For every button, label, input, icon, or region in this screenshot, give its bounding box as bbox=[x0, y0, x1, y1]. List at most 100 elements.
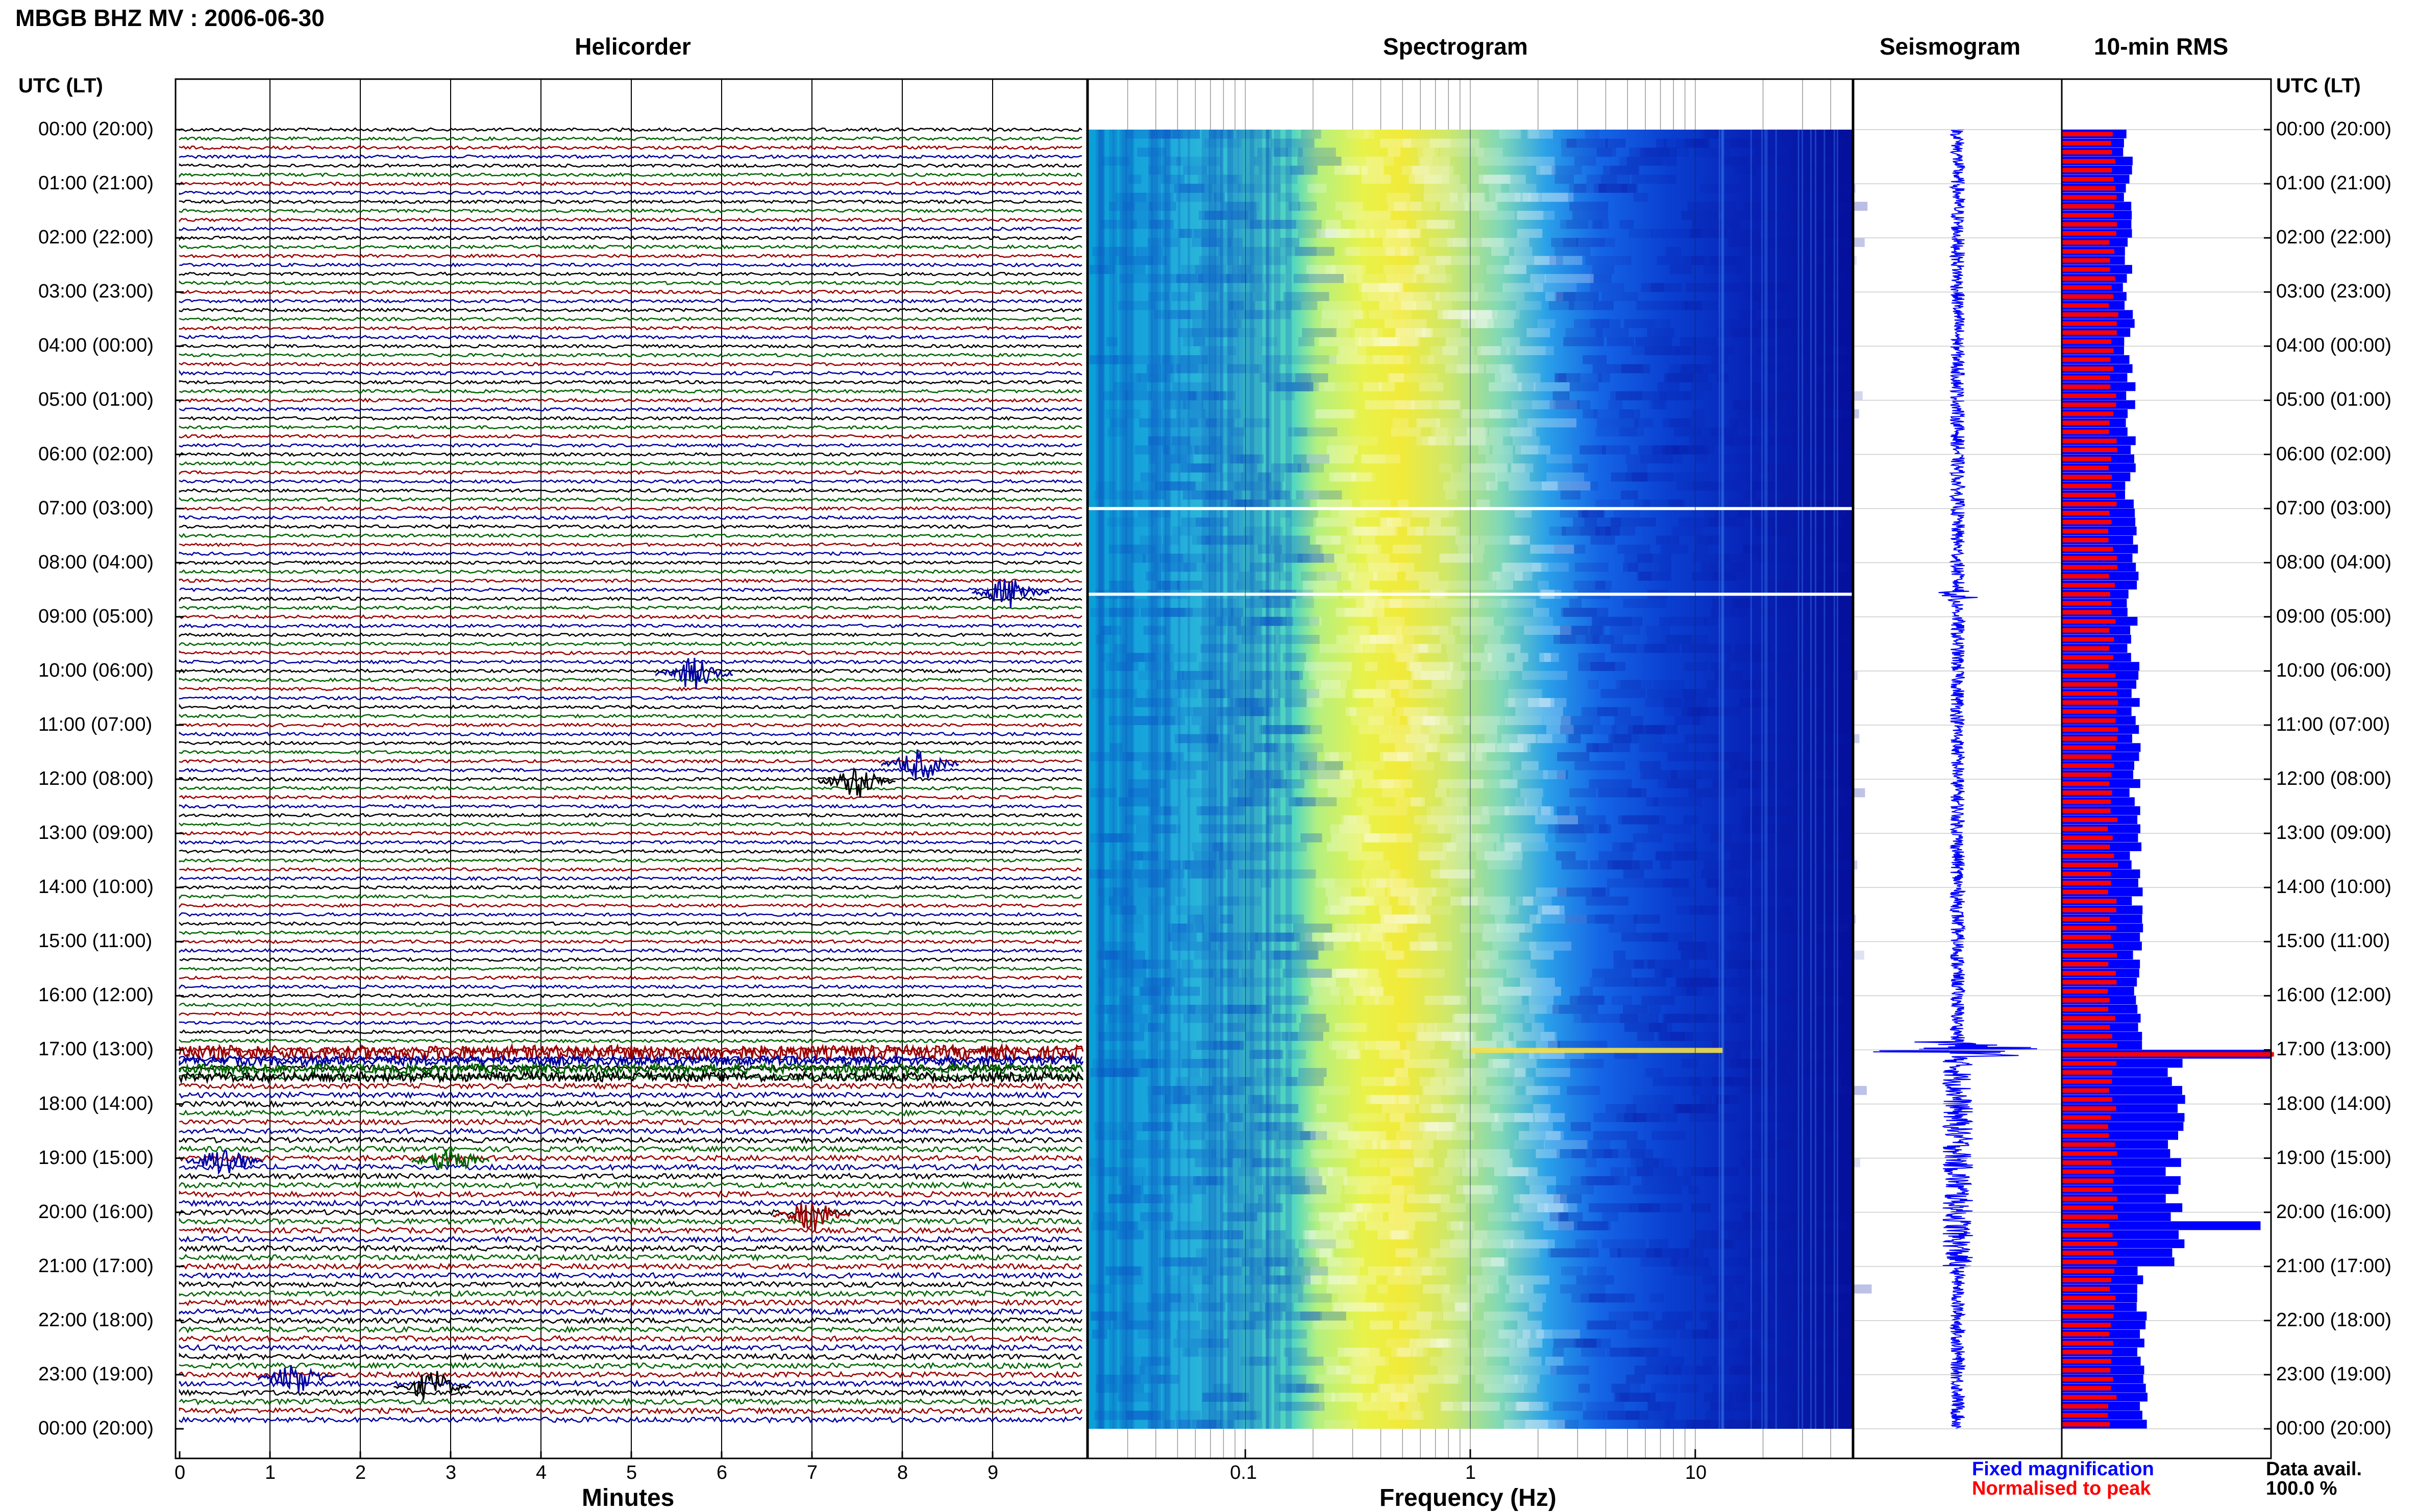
spectrogram-cell bbox=[1613, 950, 1626, 960]
spectrogram-cell bbox=[1288, 1356, 1324, 1366]
spectrogram-cell bbox=[1803, 851, 1830, 861]
spectrogram-cell bbox=[1621, 932, 1668, 942]
spectrogram-cell bbox=[1418, 851, 1469, 861]
rms-bar-normalised bbox=[2062, 475, 2112, 480]
spectrogram-cell bbox=[1479, 211, 1515, 220]
spectrogram-cell bbox=[1535, 1113, 1565, 1122]
spectrogram-cell bbox=[1430, 346, 1474, 355]
spectrogram-cell bbox=[1567, 1086, 1600, 1095]
spectrogram-cell bbox=[1476, 833, 1500, 842]
rms-bar-normalised bbox=[2062, 700, 2118, 705]
spectrogram-cell bbox=[1776, 157, 1824, 166]
spectrogram-cell bbox=[1681, 1383, 1699, 1393]
spectrogram-cell bbox=[1361, 1077, 1410, 1086]
spectrogram-cell bbox=[1639, 743, 1689, 752]
time-label-right: 10:00 (06:00) bbox=[2276, 659, 2392, 681]
data-avail-label: Data avail. bbox=[2266, 1458, 2362, 1480]
spectrogram-cell bbox=[1423, 147, 1439, 157]
spectrogram-cell bbox=[1494, 1167, 1528, 1176]
helicorder-trace bbox=[179, 208, 1082, 214]
spectrogram-cell bbox=[1133, 265, 1146, 274]
spectrogram-cell bbox=[1513, 1077, 1535, 1086]
spectrogram-cell bbox=[1664, 707, 1702, 716]
spectrogram-cell bbox=[1689, 229, 1736, 238]
spectrogram-cell bbox=[1392, 544, 1422, 554]
spectrogram-cell bbox=[1339, 1393, 1377, 1402]
spectrogram-cell bbox=[1378, 382, 1395, 391]
spectrogram-cell bbox=[1639, 572, 1671, 581]
spectrogram-cell bbox=[1623, 599, 1667, 608]
spectrogram-cell bbox=[1395, 1248, 1418, 1258]
spectrogram-cell bbox=[1411, 797, 1425, 807]
spectrogram-cell bbox=[1652, 1320, 1686, 1330]
spectrogram-cell bbox=[1663, 418, 1691, 428]
spectrogram-cell bbox=[1503, 842, 1548, 852]
spectrogram-cell bbox=[1489, 572, 1500, 581]
spectrogram-cell bbox=[1463, 1185, 1492, 1195]
spectrogram-cell bbox=[1611, 643, 1636, 653]
spectrogram-cell bbox=[1384, 319, 1427, 328]
spectrogram-cell bbox=[1448, 581, 1496, 590]
spectrogram-cell bbox=[1298, 1257, 1320, 1267]
rms-bar-normalised bbox=[2062, 880, 2111, 885]
time-label-right: 04:00 (00:00) bbox=[2276, 335, 2392, 357]
spectrogram-cell bbox=[1298, 337, 1315, 346]
spectrogram-cell bbox=[1327, 788, 1352, 798]
spectrogram-cell bbox=[1806, 689, 1823, 698]
spectrogram-cell bbox=[1189, 1068, 1200, 1077]
spectrogram-cell bbox=[1173, 986, 1200, 996]
spectrogram-cell bbox=[1746, 1167, 1761, 1176]
spectrogram-cell bbox=[1619, 219, 1634, 229]
spectrogram-cell bbox=[1473, 887, 1484, 897]
frequency-tick-label: 1 bbox=[1465, 1462, 1476, 1483]
spectrogram-cell bbox=[1750, 382, 1762, 391]
spectrogram-cell bbox=[1322, 878, 1367, 888]
rms-bar-normalised bbox=[2062, 1214, 2118, 1219]
spectrogram-cell bbox=[1800, 292, 1839, 301]
spectrogram-cell bbox=[1569, 788, 1597, 798]
spectrogram-cell bbox=[1383, 238, 1411, 247]
spectrogram-cell bbox=[1607, 337, 1634, 346]
spectrogram-cell bbox=[1533, 608, 1549, 617]
spectrogram-cell bbox=[1504, 616, 1553, 626]
spectrogram-cell bbox=[1757, 1185, 1770, 1195]
spectrogram-cell bbox=[1574, 761, 1625, 771]
rms-bar-normalised bbox=[2062, 204, 2115, 209]
legend-normalised-to-peak: Normalised to peak bbox=[1972, 1478, 2151, 1499]
helicorder-trace bbox=[179, 461, 1082, 466]
spectrogram-cell bbox=[1681, 950, 1708, 960]
spectrogram-cell bbox=[1424, 184, 1467, 193]
spectrogram-band bbox=[1165, 130, 1171, 1429]
spectrogram-cell bbox=[1377, 616, 1405, 626]
spectrogram-cell bbox=[1755, 1113, 1785, 1122]
rms-bar-normalised bbox=[2062, 889, 2108, 895]
spectrogram-cell bbox=[1675, 138, 1709, 148]
spectrogram-cell bbox=[1627, 1329, 1677, 1339]
spectrogram-cell bbox=[1438, 779, 1484, 788]
spectrogram-cell bbox=[1506, 969, 1537, 978]
spectrogram-cell bbox=[1420, 1329, 1467, 1339]
spectrogram-cell bbox=[1781, 896, 1811, 906]
spectrogram-cell bbox=[1743, 544, 1754, 554]
spectrogram-cell bbox=[1619, 157, 1663, 166]
spectrogram-cell bbox=[1771, 1104, 1787, 1113]
spectrogram-cell bbox=[1693, 337, 1717, 346]
helicorder-title: Helicorder bbox=[575, 33, 691, 60]
time-label-right: 11:00 (07:00) bbox=[2276, 713, 2390, 735]
spectrogram-cell bbox=[1730, 418, 1748, 428]
spectrogram-cell bbox=[1471, 806, 1489, 815]
rms-bar-normalised bbox=[2062, 1043, 2117, 1048]
spectrogram-cell bbox=[1600, 689, 1646, 698]
spectrogram-cell bbox=[1543, 770, 1566, 779]
spectrogram-cell bbox=[1766, 996, 1796, 1005]
spectrogram-band bbox=[1775, 130, 1777, 1429]
rms-bar-normalised bbox=[2062, 1413, 2108, 1418]
spectrogram-cell bbox=[1489, 184, 1501, 193]
spectrogram-cell bbox=[1596, 418, 1639, 428]
spectrogram-cell bbox=[1689, 1113, 1738, 1122]
spectrogram-band bbox=[1718, 130, 1720, 1429]
spectrogram-cell bbox=[1739, 310, 1756, 319]
rms-bar-normalised bbox=[2062, 1160, 2111, 1165]
spectrogram-cell bbox=[1352, 689, 1391, 698]
spectrogram-cell bbox=[1304, 662, 1352, 671]
